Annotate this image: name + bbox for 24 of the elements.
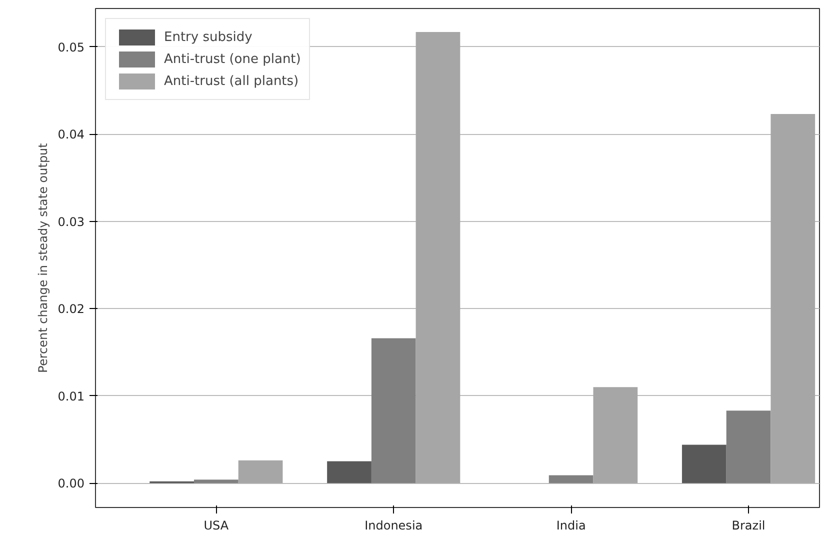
y-tick-label: 0.00: [58, 476, 84, 491]
legend-label: Entry subsidy: [164, 30, 252, 44]
x-tick-label: Indonesia: [364, 518, 423, 532]
y-tick-label: 0.04: [58, 128, 84, 142]
x-tick-label: Brazil: [732, 518, 766, 532]
y-axis-title: Percent change in steady state output: [36, 142, 50, 373]
y-tick-label: 0.05: [58, 40, 84, 54]
bar: [371, 338, 416, 484]
bar: [238, 460, 283, 484]
y-tick-label: 0.02: [58, 302, 84, 316]
bar: [327, 461, 372, 484]
bar: [194, 480, 238, 484]
legend-label: Anti-trust (all plants): [164, 74, 299, 88]
y-tick-label: 0.03: [58, 214, 84, 229]
bar: [726, 410, 771, 484]
bar: [548, 475, 594, 484]
x-tick-label: India: [556, 518, 586, 532]
bar: [682, 444, 726, 484]
legend-label: Anti-trust (one plant): [164, 52, 301, 66]
x-tick-label: USA: [204, 518, 230, 532]
y-tick-label: 0.01: [58, 389, 84, 404]
bar: [770, 114, 816, 484]
bar: [416, 32, 460, 484]
bar: [593, 387, 638, 484]
